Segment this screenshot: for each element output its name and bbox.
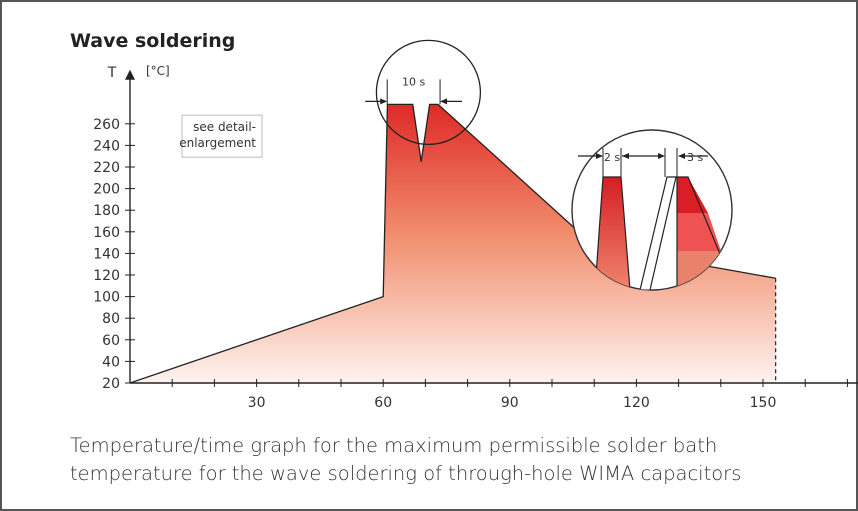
wave-duration-label: 10 s [402, 75, 425, 88]
wave-arrowhead-left [380, 98, 387, 104]
y-tick-label: 240 [93, 138, 120, 154]
detail-first-wave-label: 2 s [604, 151, 620, 164]
y-tick-label: 220 [93, 160, 120, 176]
caption-line-2: temperature for the wave soldering of th… [70, 460, 850, 488]
x-tick-label: 60 [374, 395, 392, 411]
y-tick-label: 180 [93, 203, 120, 219]
y-tick-label: 200 [93, 182, 120, 198]
y-tick-label: 60 [102, 333, 120, 349]
y-axis-unit: [°C] [146, 64, 170, 78]
y-axis-arrow [125, 70, 135, 80]
x-tick-label: 90 [501, 395, 519, 411]
y-tick-label: 100 [93, 290, 120, 306]
y-tick-label: 40 [102, 354, 120, 370]
detail-second-wave-label: 3 s [687, 151, 703, 164]
y-tick-label: 80 [102, 311, 120, 327]
x-tick-label: 150 [750, 395, 777, 411]
wave-arrowhead-right [440, 98, 447, 104]
x-tick-label: 30 [248, 395, 266, 411]
caption-line-1: Temperature/time graph for the maximum p… [70, 432, 850, 460]
y-tick-label: 160 [93, 225, 120, 241]
y-tick-label: 260 [93, 117, 120, 133]
y-tick-label: 120 [93, 268, 120, 284]
figure-caption: Temperature/time graph for the maximum p… [70, 432, 850, 488]
y-axis-label: T [107, 65, 117, 81]
detail-note-line-1: see detail- [193, 120, 256, 134]
detail-note-line-2: enlargement [179, 136, 256, 150]
y-tick-label: 20 [102, 376, 120, 392]
y-tick-label: 140 [93, 246, 120, 262]
x-tick-label: 120 [623, 395, 650, 411]
